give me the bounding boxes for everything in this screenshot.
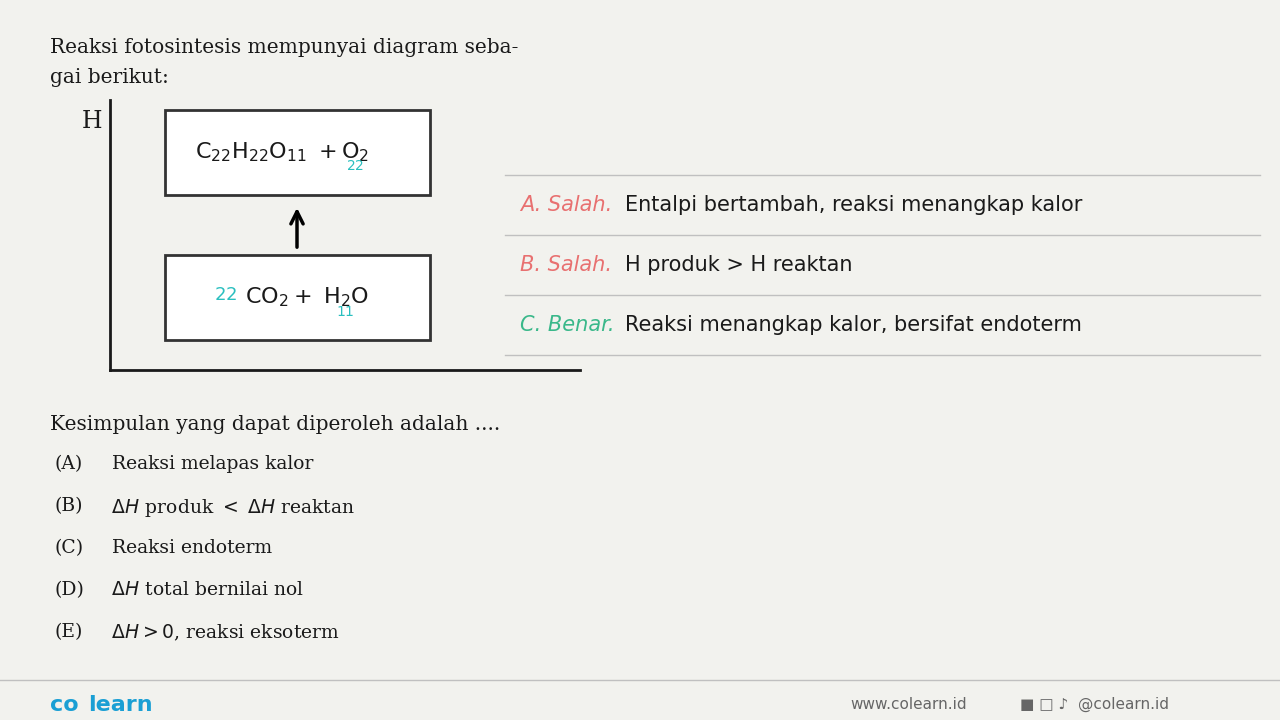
Text: learn: learn <box>88 695 152 715</box>
Text: www.colearn.id: www.colearn.id <box>850 697 966 712</box>
Text: $\mathrm{11}$: $\mathrm{11}$ <box>337 305 355 318</box>
Text: $\mathrm{C_{22}H_{22}O_{11}\ +O_2}$: $\mathrm{C_{22}H_{22}O_{11}\ +O_2}$ <box>196 140 370 164</box>
Text: $\Delta H$ produk $<$ $\Delta H$ reaktan: $\Delta H$ produk $<$ $\Delta H$ reaktan <box>100 497 355 519</box>
Text: co: co <box>50 695 78 715</box>
Text: (A): (A) <box>55 455 83 473</box>
Text: B. Salah.: B. Salah. <box>520 255 612 275</box>
Text: (C): (C) <box>55 539 84 557</box>
Text: $\Delta H > 0$, reaksi eksoterm: $\Delta H > 0$, reaksi eksoterm <box>100 623 340 643</box>
Bar <box>165 255 430 340</box>
Text: H produk > H reaktan: H produk > H reaktan <box>625 255 852 275</box>
Text: A. Salah.: A. Salah. <box>520 195 612 215</box>
Text: Reaksi menangkap kalor, bersifat endoterm: Reaksi menangkap kalor, bersifat endoter… <box>625 315 1082 335</box>
Text: $\mathrm{22}$: $\mathrm{22}$ <box>214 287 237 305</box>
Text: $\mathrm{22}$: $\mathrm{22}$ <box>347 160 365 174</box>
Text: (E): (E) <box>55 623 83 641</box>
Text: C. Benar.: C. Benar. <box>520 315 614 335</box>
Text: $\mathrm{CO_2 +\ H_2O}$: $\mathrm{CO_2 +\ H_2O}$ <box>246 286 370 310</box>
Text: $\Delta H$ total bernilai nol: $\Delta H$ total bernilai nol <box>100 581 305 599</box>
Text: Reaksi melapas kalor: Reaksi melapas kalor <box>100 455 314 473</box>
Bar <box>165 110 430 195</box>
Text: H: H <box>82 110 102 133</box>
Text: Reaksi endoterm: Reaksi endoterm <box>100 539 273 557</box>
Text: Entalpi bertambah, reaksi menangkap kalor: Entalpi bertambah, reaksi menangkap kalo… <box>625 195 1083 215</box>
Text: gai berikut:: gai berikut: <box>50 68 169 87</box>
Text: ■ □ ♪  @colearn.id: ■ □ ♪ @colearn.id <box>1020 697 1169 712</box>
Text: Kesimpulan yang dapat diperoleh adalah ....: Kesimpulan yang dapat diperoleh adalah .… <box>50 415 500 434</box>
Text: (D): (D) <box>55 581 84 599</box>
Text: Reaksi fotosintesis mempunyai diagram seba-: Reaksi fotosintesis mempunyai diagram se… <box>50 38 518 57</box>
Text: (B): (B) <box>55 497 83 515</box>
